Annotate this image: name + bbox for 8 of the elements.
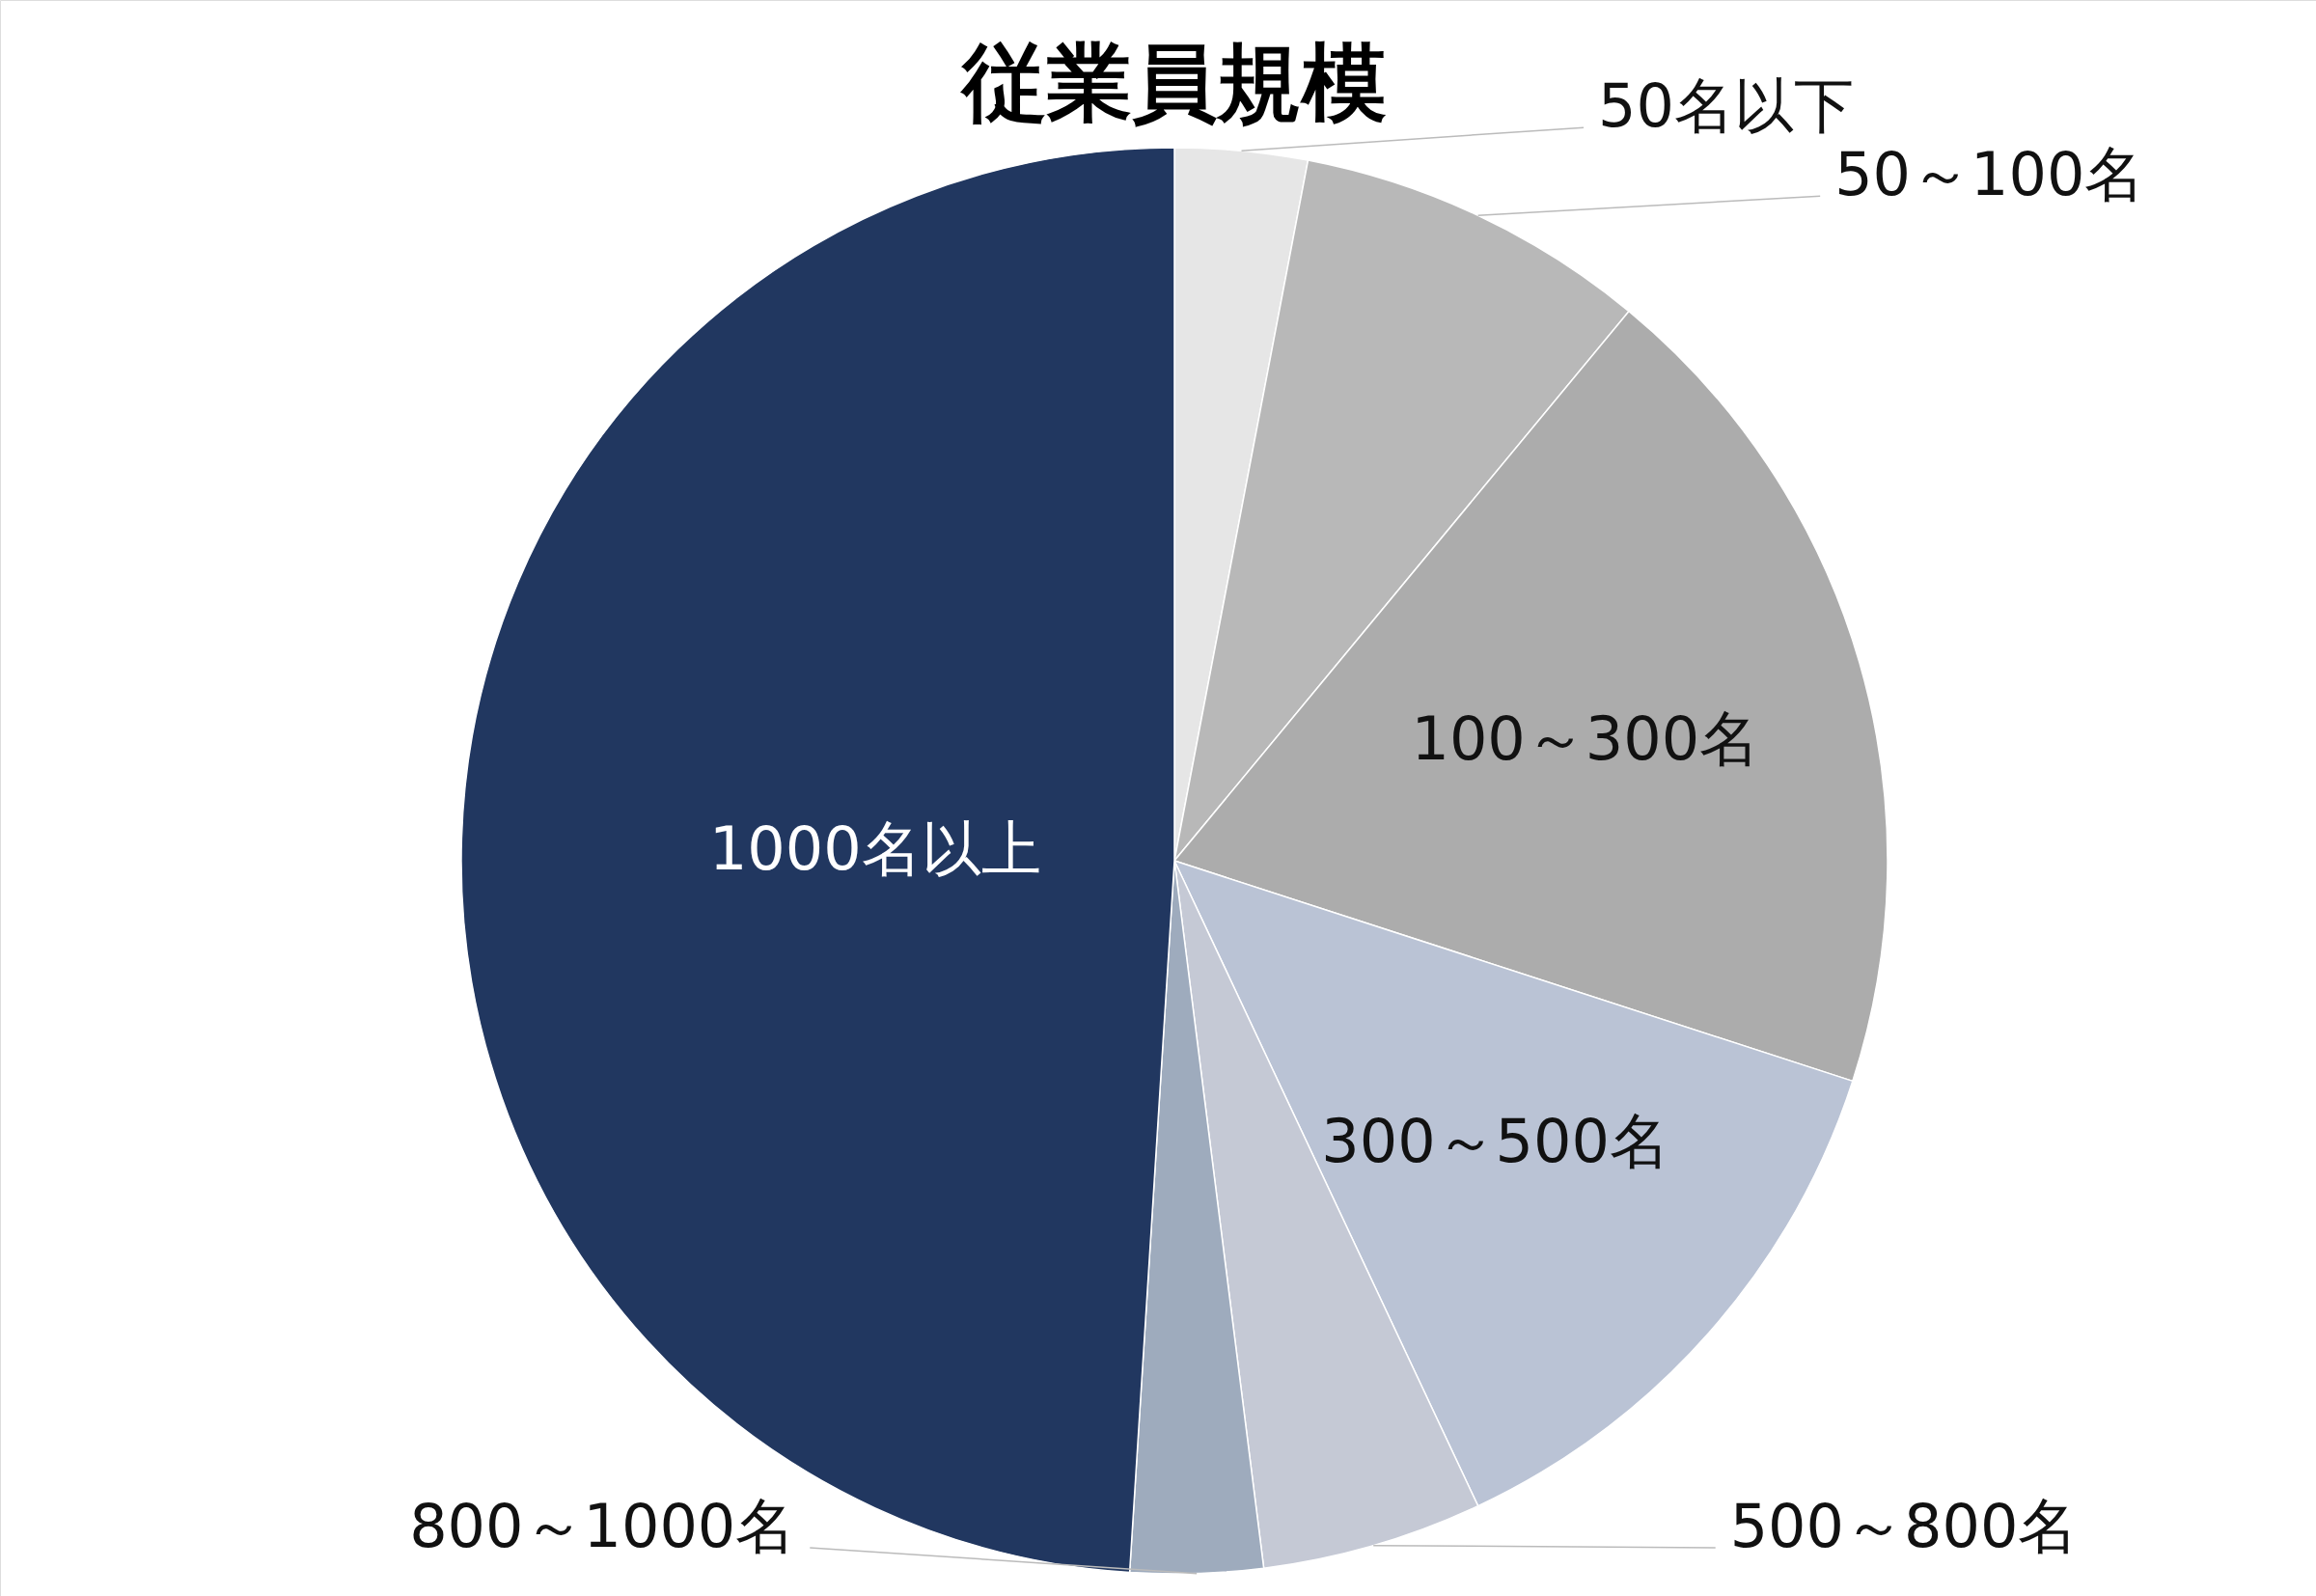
slice-label: 50～100名 bbox=[1834, 139, 2145, 210]
slice-label: 300～500名 bbox=[1321, 1106, 1669, 1177]
chart-title: 従業員規模 bbox=[959, 33, 1387, 132]
slice-label: 800～1000名 bbox=[409, 1491, 796, 1561]
slice-label: 1000名以上 bbox=[708, 813, 1041, 885]
slice-label: 50名以下 bbox=[1598, 70, 1854, 142]
slice-label: 500～800名 bbox=[1729, 1491, 2079, 1561]
slice-label: 100～300名 bbox=[1411, 703, 1760, 775]
